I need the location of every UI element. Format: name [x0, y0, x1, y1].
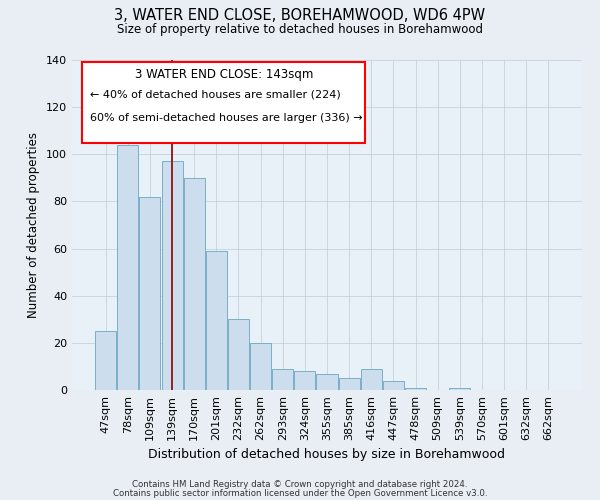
Bar — [161, 162, 182, 390]
Y-axis label: Number of detached properties: Number of detached properties — [28, 132, 40, 318]
Bar — [118, 145, 139, 390]
Bar — [95, 331, 116, 390]
FancyBboxPatch shape — [82, 62, 365, 142]
Text: 3, WATER END CLOSE, BOREHAMWOOD, WD6 4PW: 3, WATER END CLOSE, BOREHAMWOOD, WD6 4PW — [115, 8, 485, 22]
Bar — [361, 369, 382, 390]
X-axis label: Distribution of detached houses by size in Borehamwood: Distribution of detached houses by size … — [149, 448, 505, 462]
Bar — [184, 178, 205, 390]
Text: Size of property relative to detached houses in Borehamwood: Size of property relative to detached ho… — [117, 22, 483, 36]
Bar — [228, 320, 249, 390]
Bar — [338, 378, 359, 390]
Bar — [316, 374, 338, 390]
Bar — [139, 196, 160, 390]
Bar — [295, 371, 316, 390]
Bar — [383, 380, 404, 390]
Bar — [272, 369, 293, 390]
Bar — [250, 343, 271, 390]
Bar — [206, 251, 227, 390]
Text: Contains public sector information licensed under the Open Government Licence v3: Contains public sector information licen… — [113, 488, 487, 498]
Text: ← 40% of detached houses are smaller (224): ← 40% of detached houses are smaller (22… — [90, 90, 341, 100]
Text: Contains HM Land Registry data © Crown copyright and database right 2024.: Contains HM Land Registry data © Crown c… — [132, 480, 468, 489]
Text: 3 WATER END CLOSE: 143sqm: 3 WATER END CLOSE: 143sqm — [134, 68, 313, 81]
Text: 60% of semi-detached houses are larger (336) →: 60% of semi-detached houses are larger (… — [90, 113, 362, 123]
Bar — [405, 388, 426, 390]
Bar — [449, 388, 470, 390]
